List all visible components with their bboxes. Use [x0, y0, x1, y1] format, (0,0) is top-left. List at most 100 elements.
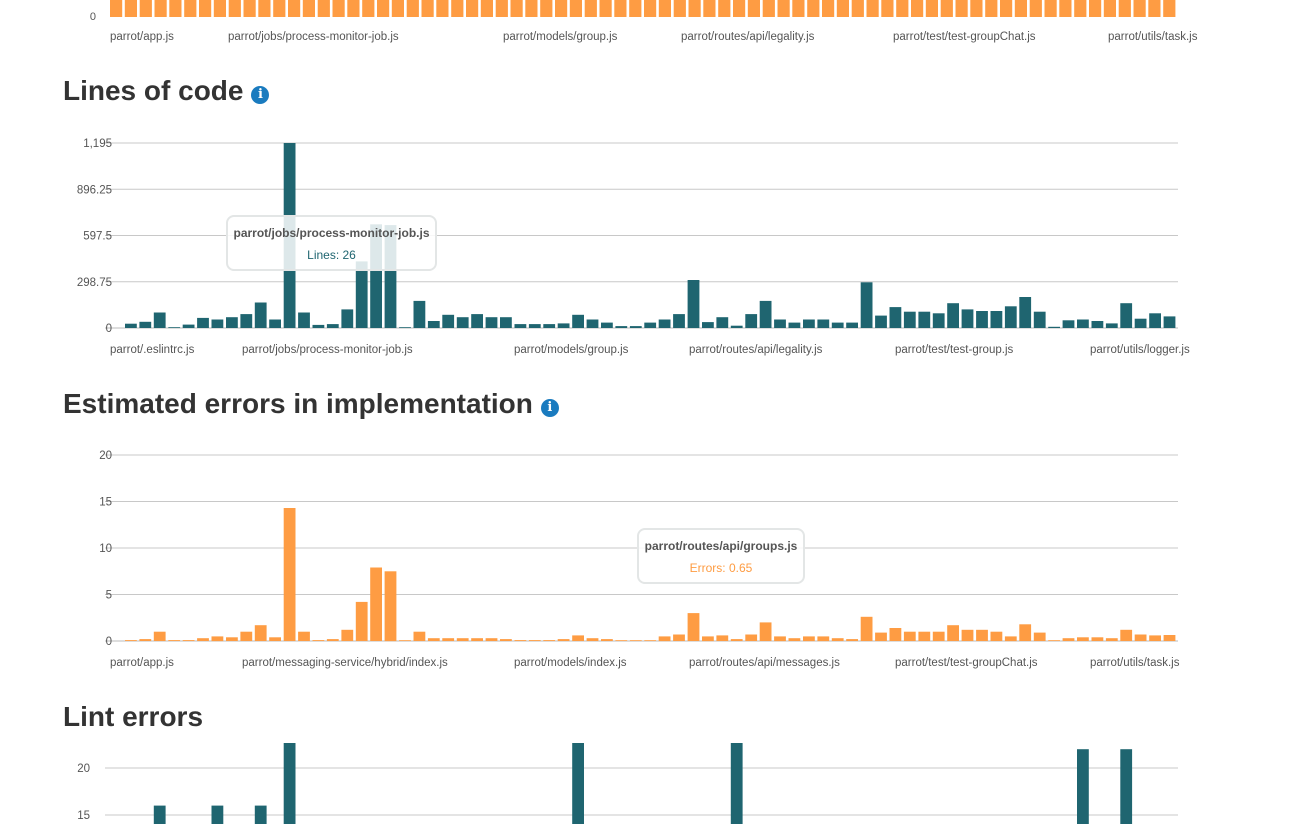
top-chart-bar — [1133, 0, 1146, 17]
y-tick-label: 597.5 — [83, 231, 112, 243]
top-chart-bar — [881, 0, 894, 17]
top-chart-bar — [243, 0, 256, 17]
top-chart-bar — [391, 0, 404, 17]
bar — [240, 631, 253, 641]
bar — [1120, 749, 1133, 824]
bar — [543, 324, 556, 328]
bar — [1134, 318, 1147, 328]
top-chart-bar — [495, 0, 508, 17]
bar — [197, 638, 209, 641]
bar — [846, 322, 858, 328]
bar — [586, 638, 599, 641]
bar — [226, 637, 238, 641]
bar — [1004, 306, 1017, 328]
bar — [254, 805, 267, 824]
bar — [500, 317, 512, 328]
errors-tooltip-value: Errors: 0.65 — [689, 561, 753, 575]
bar — [932, 631, 945, 641]
top-chart-bar — [673, 0, 686, 17]
bar — [875, 632, 887, 641]
bar — [413, 300, 426, 328]
top-chart-bar — [629, 0, 642, 17]
top-chart-x-label: parrot/app.js — [110, 31, 174, 43]
bar — [572, 635, 584, 641]
bar — [153, 805, 166, 824]
x-category-label: parrot/test/test-group.js — [895, 344, 1013, 356]
x-category-label: parrot/models/group.js — [514, 344, 629, 356]
bar — [817, 319, 830, 328]
bar — [745, 634, 758, 641]
estimated-errors-heading: Estimated errors in implementation i — [63, 388, 559, 420]
bar — [875, 315, 887, 328]
bar — [471, 314, 483, 328]
bar — [1091, 321, 1104, 328]
bar — [384, 225, 397, 328]
bar — [298, 631, 310, 641]
y-tick-label: 0 — [106, 323, 112, 335]
bar — [413, 631, 426, 641]
top-chart-bar — [807, 0, 820, 17]
bar — [990, 311, 1003, 328]
top-chart-bar — [925, 0, 938, 17]
bar — [471, 638, 483, 641]
bar — [254, 625, 267, 641]
bar — [730, 639, 743, 641]
top-chart-bar — [169, 0, 182, 17]
bar — [644, 322, 657, 328]
bar — [399, 640, 411, 641]
bar — [702, 636, 714, 642]
bar — [528, 324, 541, 328]
bar — [947, 625, 959, 641]
bar — [889, 628, 902, 641]
bar — [182, 640, 195, 641]
top-chart-bar — [985, 0, 998, 17]
top-chart-bar — [377, 0, 390, 17]
top-chart-bar — [1059, 0, 1072, 17]
top-chart-bar — [703, 0, 716, 17]
bar — [644, 640, 657, 641]
bar — [687, 280, 700, 328]
top-chart-bar — [822, 0, 835, 17]
bar — [730, 743, 743, 824]
bar — [572, 314, 584, 328]
x-category-label: parrot/jobs/process-monitor-job.js — [242, 344, 413, 356]
top-chart-bar — [273, 0, 286, 17]
bar — [197, 317, 209, 328]
bar — [514, 640, 527, 641]
top-chart-bar — [332, 0, 345, 17]
bar — [211, 636, 224, 642]
bar — [586, 319, 599, 328]
top-chart-bar — [733, 0, 746, 17]
y-tick-label: 1,195 — [83, 138, 112, 150]
bar — [1004, 636, 1017, 642]
bar — [211, 805, 224, 824]
bar — [961, 309, 974, 328]
lines-of-code-title: Lines of code — [63, 75, 244, 106]
top-chart-bar — [540, 0, 553, 17]
top-chart-x-label: parrot/jobs/process-monitor-job.js — [228, 31, 399, 43]
info-icon[interactable]: i — [540, 399, 559, 417]
info-icon[interactable]: i — [251, 86, 270, 104]
lint-errors-title: Lint errors — [63, 701, 204, 732]
bar — [990, 631, 1003, 641]
bar — [629, 326, 642, 328]
bar — [168, 640, 181, 641]
top-chart-bar — [747, 0, 760, 17]
y-tick-label: 5 — [106, 590, 112, 602]
bar — [658, 319, 671, 328]
bar — [1105, 323, 1118, 328]
bar — [399, 327, 411, 328]
top-chart-x-label: parrot/models/group.js — [503, 31, 618, 43]
top-chart-bar — [955, 0, 968, 17]
bar — [932, 313, 945, 328]
top-chart-x-label: parrot/routes/api/legality.js — [681, 31, 815, 43]
bar — [442, 638, 455, 641]
y-tick-label: 10 — [99, 543, 112, 555]
x-category-label: parrot/messaging-service/hybrid/index.js — [242, 657, 448, 669]
bar — [125, 640, 137, 641]
bar — [456, 317, 469, 328]
bar — [1091, 637, 1104, 641]
top-chart-bar — [288, 0, 301, 17]
bar — [168, 327, 181, 328]
